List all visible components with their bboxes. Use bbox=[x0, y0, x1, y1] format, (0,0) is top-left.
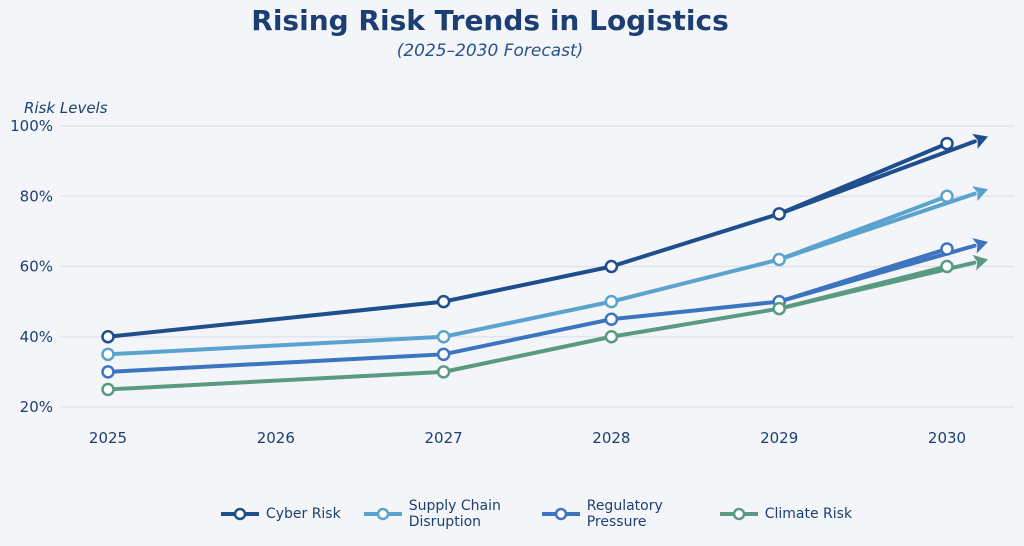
data-point bbox=[101, 382, 115, 397]
x-tick-label: 2029 bbox=[760, 429, 798, 447]
data-point bbox=[940, 242, 954, 256]
series-climate-risk bbox=[101, 254, 988, 397]
x-tick-label: 2026 bbox=[257, 429, 295, 447]
data-point bbox=[772, 252, 786, 267]
trend-arrow-head bbox=[972, 254, 988, 271]
trend-arrow-head bbox=[972, 186, 988, 202]
legend-marker-icon bbox=[541, 507, 580, 521]
x-tick-label: 2027 bbox=[425, 429, 463, 447]
series-regulatory-pressure bbox=[101, 238, 988, 379]
legend-marker-icon bbox=[719, 507, 758, 521]
trend-arrow-shaft bbox=[777, 243, 977, 304]
legend-label: Cyber Risk bbox=[265, 506, 341, 522]
y-tick-label: 20% bbox=[20, 398, 53, 416]
data-point bbox=[940, 136, 954, 151]
data-point bbox=[101, 330, 115, 344]
legend-item: Climate Risk bbox=[719, 506, 852, 522]
series-cyber-risk bbox=[101, 133, 988, 344]
y-axis-label: Risk Levels bbox=[24, 99, 108, 117]
chart-subtitle: (2025–2030 Forecast) bbox=[396, 41, 584, 61]
data-point bbox=[604, 312, 619, 326]
series-line bbox=[106, 194, 949, 357]
x-tick-label: 2030 bbox=[928, 429, 966, 447]
series-supply-chain-disruption bbox=[101, 186, 988, 362]
axis-layer: 20% 40% 60% 80% 100% 2025 2026 2027 2028 2029 2030 bbox=[10, 117, 966, 447]
y-tick-label: 80% bbox=[20, 187, 53, 205]
series-layer bbox=[101, 133, 988, 397]
trend-arrow-shaft bbox=[777, 191, 977, 262]
data-point bbox=[604, 259, 619, 274]
trend-arrow-head bbox=[972, 133, 988, 149]
data-point bbox=[772, 301, 786, 316]
chart-title: Rising Risk Trends in Logistics bbox=[251, 4, 729, 37]
trend-arrow-head bbox=[972, 238, 988, 254]
legend-item: Regulatory Pressure bbox=[541, 498, 697, 530]
legend-label: Supply Chain Disruption bbox=[408, 498, 501, 530]
y-tick-label: 60% bbox=[20, 258, 53, 276]
legend-label: Climate Risk bbox=[764, 506, 853, 522]
data-point bbox=[436, 347, 451, 362]
legend-label: Regulatory Pressure bbox=[586, 498, 663, 530]
x-tick-label: 2028 bbox=[592, 429, 630, 447]
data-point bbox=[940, 189, 954, 203]
legend-item: Cyber Risk bbox=[220, 506, 341, 522]
data-point bbox=[436, 330, 451, 344]
y-tick-label: 40% bbox=[20, 328, 53, 346]
grid-layer bbox=[60, 125, 1014, 408]
legend-marker-icon bbox=[220, 507, 259, 521]
data-point bbox=[436, 365, 451, 379]
series-line bbox=[106, 141, 949, 339]
legend: Cyber Risk Supply Chain Disruption Regulat… bbox=[0, 498, 1024, 530]
trend-arrow-shaft bbox=[777, 139, 977, 216]
data-point bbox=[772, 207, 786, 221]
data-point bbox=[604, 330, 619, 344]
data-point bbox=[604, 294, 619, 309]
data-point bbox=[101, 365, 115, 379]
legend-marker-icon bbox=[363, 507, 402, 521]
legend-item: Supply Chain Disruption bbox=[363, 498, 519, 530]
data-point bbox=[940, 259, 954, 274]
x-tick-label: 2025 bbox=[89, 429, 127, 447]
data-point bbox=[101, 347, 115, 362]
data-point bbox=[436, 294, 451, 309]
y-tick-label: 100% bbox=[10, 117, 53, 135]
